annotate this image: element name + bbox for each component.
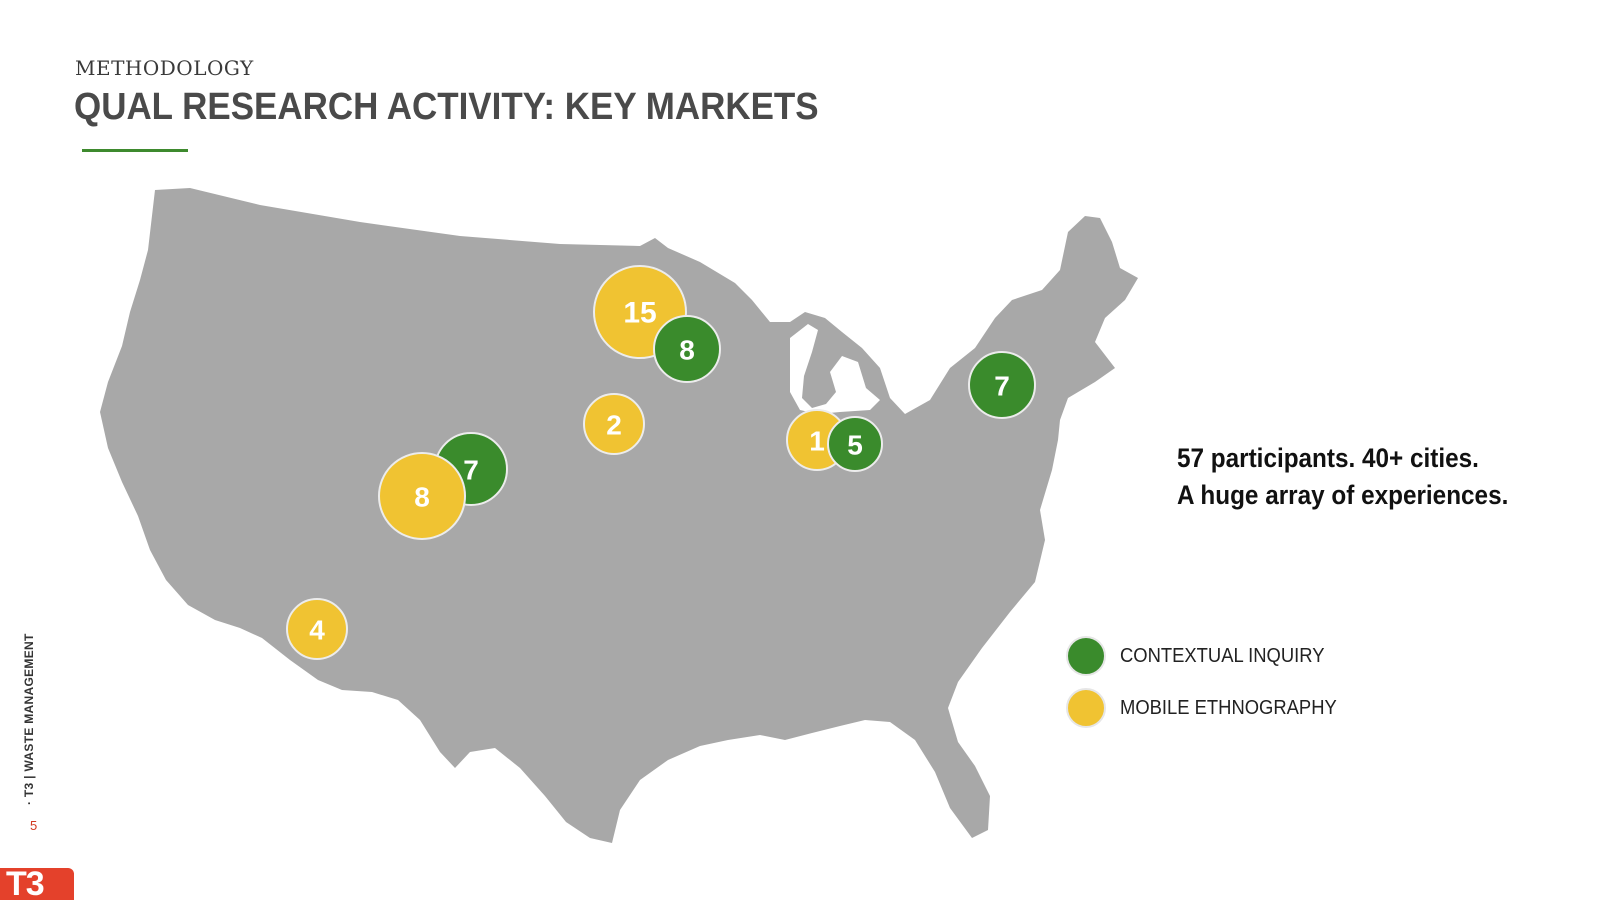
great-lakes-cutout xyxy=(790,324,880,414)
legend-contextual: CONTEXTUAL INQUIRY xyxy=(1066,636,1342,676)
section-eyebrow: METHODOLOGY xyxy=(75,56,254,80)
marker-value-5: 8 xyxy=(414,482,430,513)
marker-contextual-2 xyxy=(653,315,721,383)
marker-value-1: 15 xyxy=(623,297,656,330)
footer-side-label: · T3 | WASTE MANAGEMENT xyxy=(22,633,36,805)
legend-mobile: MOBILE ETHNOGRAPHY xyxy=(1066,688,1356,728)
marker-value-8: 7 xyxy=(994,371,1010,402)
marker-value-3: 2 xyxy=(606,410,622,441)
us-map-silhouette xyxy=(100,188,1138,843)
market-markers: 15 8 2 7 8 1 5 7 4 xyxy=(286,265,1036,660)
summary-headline: 57 participants. 40+ cities. A huge arra… xyxy=(1177,440,1508,514)
legend-contextual-label: CONTEXTUAL INQUIRY xyxy=(1120,644,1325,667)
title-underline xyxy=(82,149,188,152)
legend-contextual-swatch xyxy=(1066,636,1106,676)
page-number: 5 xyxy=(30,818,38,833)
marker-value-7: 1 xyxy=(809,426,825,457)
legend-mobile-swatch xyxy=(1066,688,1106,728)
t3-logo: T3 xyxy=(0,865,74,903)
page-title: QUAL RESEARCH ACTIVITY: KEY MARKETS xyxy=(74,86,819,128)
legend-mobile-label: MOBILE ETHNOGRAPHY xyxy=(1120,696,1337,719)
marker-contextual-6 xyxy=(827,416,883,472)
summary-line-2: A huge array of experiences. xyxy=(1177,480,1509,510)
marker-mobile-9 xyxy=(286,598,348,660)
marker-mobile-5 xyxy=(378,452,466,540)
marker-value-4: 7 xyxy=(463,455,479,486)
marker-value-6: 5 xyxy=(847,430,863,461)
marker-value-9: 4 xyxy=(309,615,325,646)
marker-mobile-3 xyxy=(583,393,645,455)
marker-contextual-8 xyxy=(968,351,1036,419)
t3-logo-text: T3 xyxy=(6,865,45,903)
marker-value-2: 8 xyxy=(679,335,695,366)
summary-line-1: 57 participants. 40+ cities. xyxy=(1177,443,1479,473)
